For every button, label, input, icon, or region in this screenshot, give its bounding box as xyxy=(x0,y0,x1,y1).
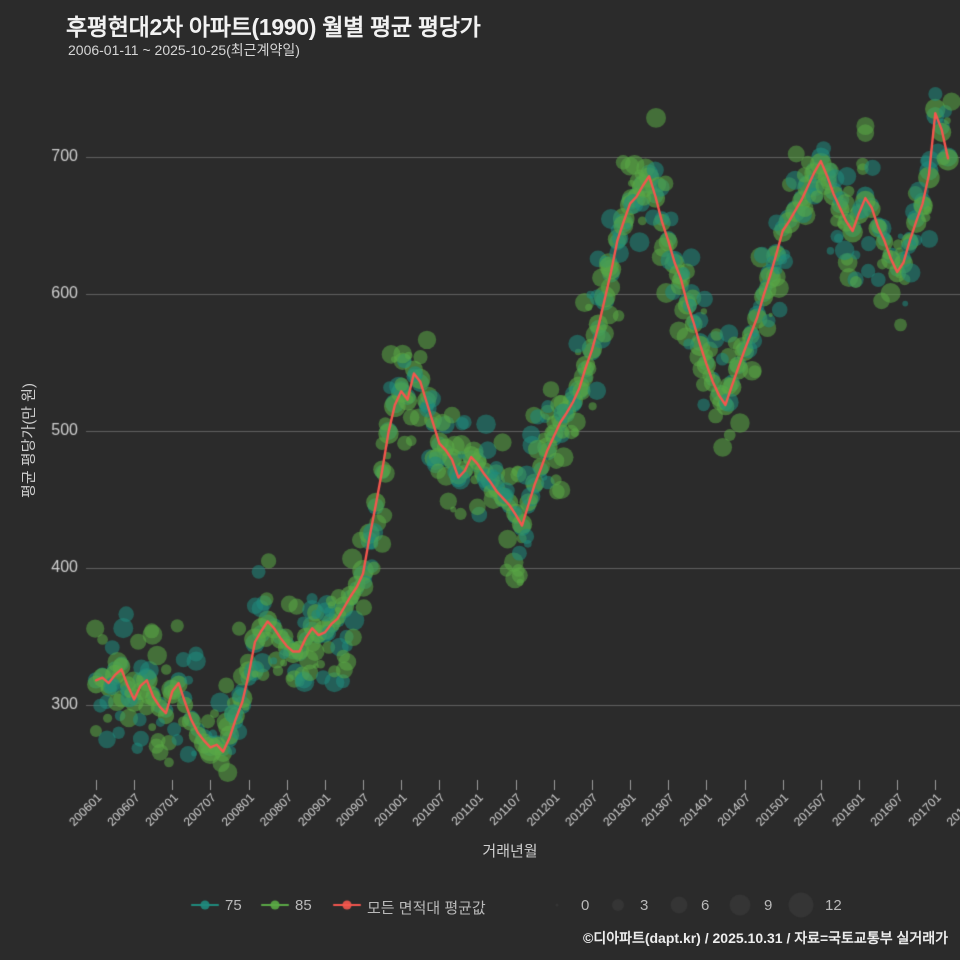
scatter-chart-canvas xyxy=(0,0,960,960)
chart-page: 후평현대2차 아파트(1990) 월별 평균 평당가 2006-01-11 ~ … xyxy=(0,0,960,960)
